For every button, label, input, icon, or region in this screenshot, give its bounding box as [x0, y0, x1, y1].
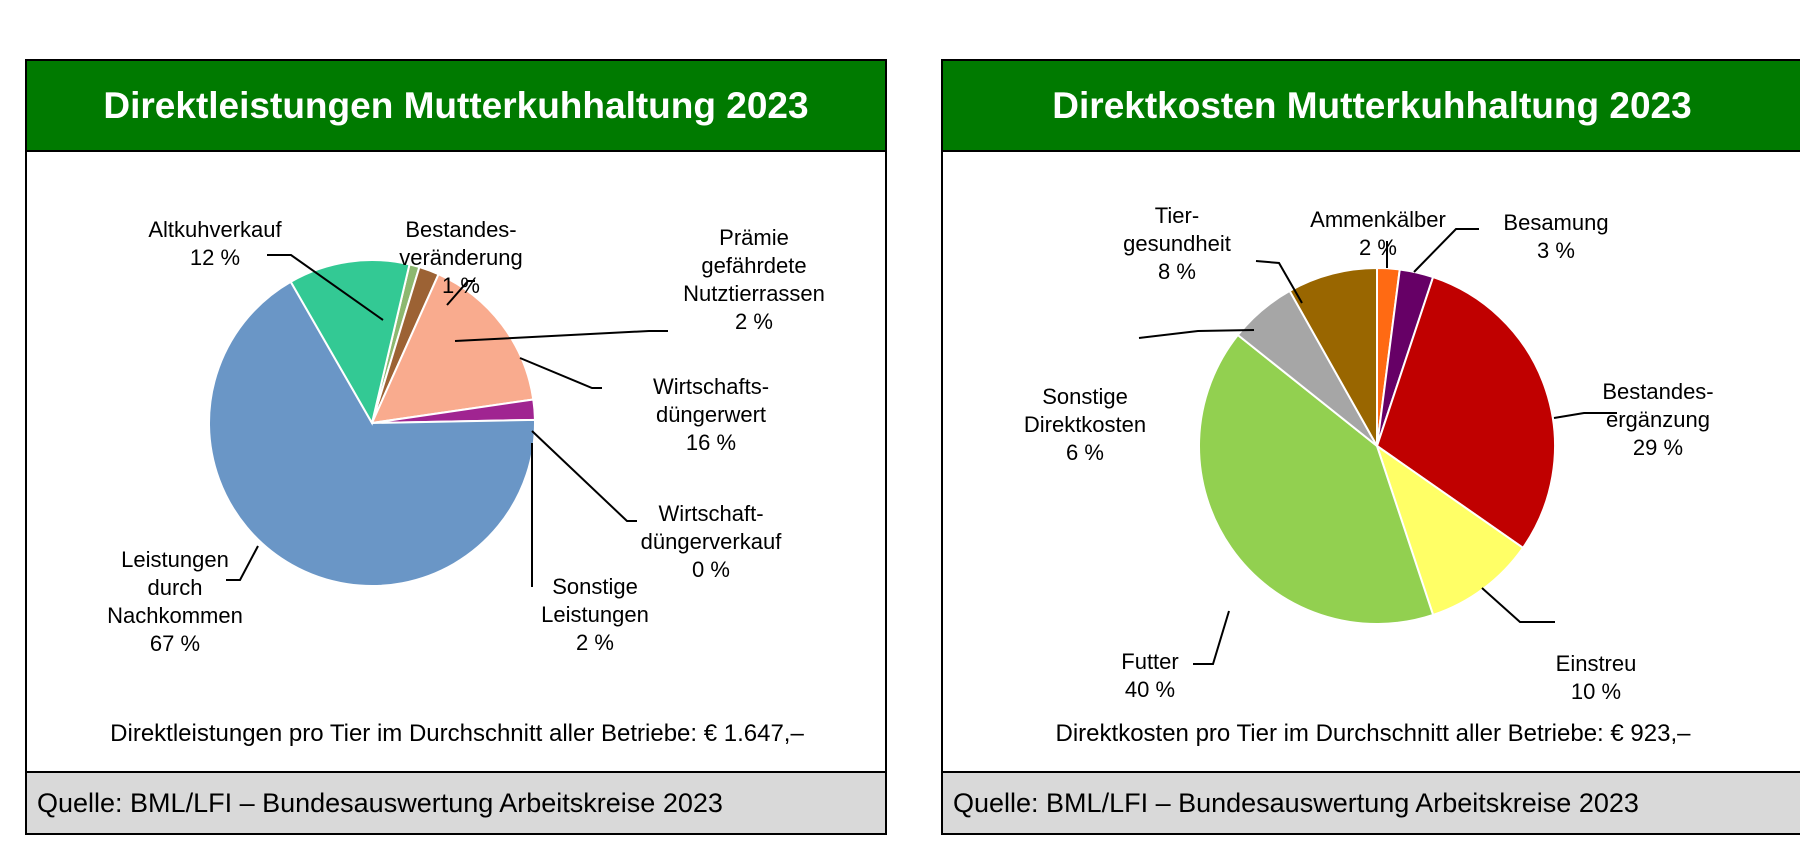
- slice-label: Einstreu 10 %: [1556, 651, 1637, 704]
- slice-label: Tier-gesundheit 8 %: [1123, 203, 1231, 284]
- source-note: Quelle: BML/LFI – Bundesauswertung Arbei…: [943, 771, 1800, 833]
- leader-line: [446, 280, 475, 306]
- leader-line: [1193, 610, 1230, 665]
- leader-line: [226, 545, 259, 581]
- leader-line: [1553, 412, 1617, 419]
- pie-slice: [1197, 333, 1435, 625]
- pie-slice: [1375, 275, 1556, 550]
- pie-slice: [370, 272, 535, 425]
- pie-slice: [1288, 266, 1378, 450]
- leader-line: [519, 357, 602, 389]
- slice-label: Bestandes-ergänzung 29 %: [1602, 379, 1713, 460]
- leader-line: [454, 330, 668, 342]
- chart-title: Direktleistungen Mutterkuhhaltung 2023: [27, 61, 885, 152]
- pie-chart-direktleistungen: Bestandes-veränderung 1 % Prämie gefährdete…: [107, 217, 825, 747]
- slice-label: Wirtschafts-düngerwert 16 %: [653, 374, 769, 455]
- slice-label: Bestandes-veränderung 1 %: [399, 217, 523, 298]
- slice-label: Sonstige Direktkosten 6 %: [1024, 384, 1146, 465]
- leader-line: [1138, 329, 1255, 339]
- pie-slice: [208, 280, 536, 587]
- leader-line: [1255, 260, 1303, 304]
- chart-panel-direktkosten: Direktkosten Mutterkuhhaltung 2023 Ammen…: [941, 59, 1800, 835]
- slice-label: Leistungen durch Nachkommen 67 %: [107, 547, 243, 656]
- slice-label: Sonstige Leistungen 2 %: [541, 574, 649, 655]
- pie-chart-direktkosten: Ammenkälber 2 % Besamung 3 % Bestandes-ergän…: [1024, 203, 1714, 747]
- leader-line: [1413, 228, 1479, 273]
- slice-label: Prämie gefährdete Nutztierrassen 2 %: [683, 225, 825, 334]
- chart-panel-direktleistungen: Direktleistungen Mutterkuhhaltung 2023 B…: [25, 59, 887, 835]
- slice-label: Besamung 3 %: [1503, 210, 1608, 263]
- leader-line: [267, 254, 384, 321]
- slice-label: Futter 40 %: [1121, 649, 1178, 702]
- leader-line: [531, 430, 637, 522]
- slice-label: Wirtschaft-düngerverkauf 0 %: [641, 501, 783, 582]
- slice-label: Ammenkälber 2 %: [1310, 207, 1446, 260]
- leader-line: [1481, 587, 1555, 623]
- pie-slice: [289, 259, 411, 426]
- slice-label: Altkuhverkauf 12 %: [148, 217, 282, 270]
- chart-title: Direktkosten Mutterkuhhaltung 2023: [943, 61, 1800, 152]
- summary-text: Direktleistungen pro Tier im Durchschnit…: [110, 720, 804, 747]
- source-note: Quelle: BML/LFI – Bundesauswertung Arbei…: [27, 771, 885, 833]
- summary-text: Direktkosten pro Tier im Durchschnitt al…: [1056, 720, 1692, 747]
